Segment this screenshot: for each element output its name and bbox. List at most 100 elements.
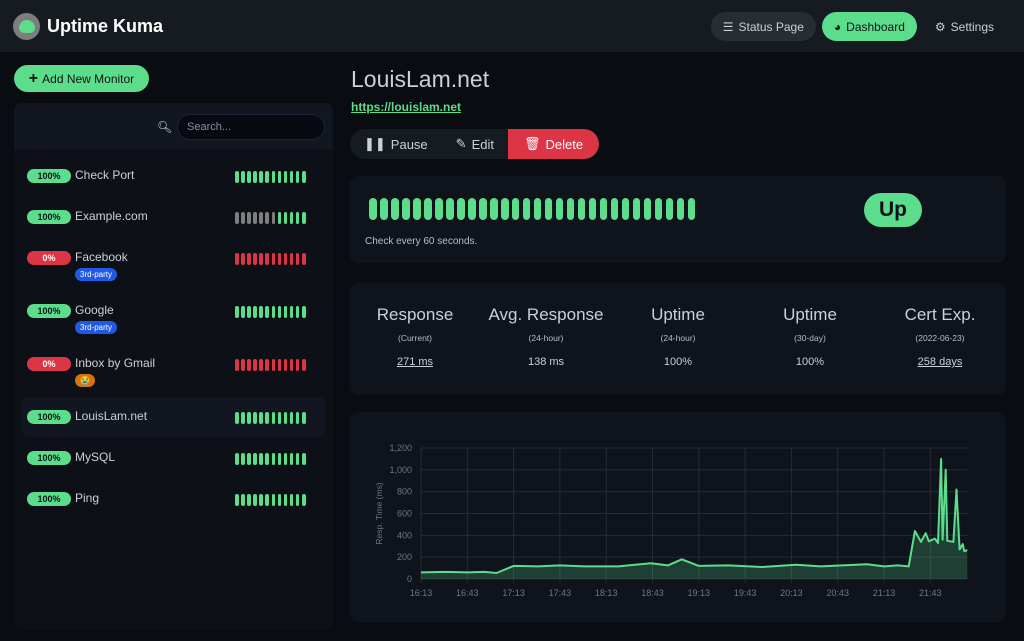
stat-value: 100%	[663, 356, 693, 368]
heartbeat-down	[283, 253, 288, 265]
stat-title: Uptime	[651, 305, 705, 324]
heartbeat-up	[241, 453, 245, 465]
stat-subtitle: (2022-06-23)	[915, 333, 965, 343]
heartbeat-up	[235, 453, 239, 465]
heartbeat-up	[241, 412, 245, 424]
stat-item: Uptime (30-day) 100%	[745, 305, 875, 368]
stat-subtitle: (24-hour)	[528, 333, 564, 343]
heartbeat-up	[632, 198, 641, 220]
stat-item: Cert Exp. (2022-06-23) 258 days	[875, 305, 1005, 368]
heartbeat-up	[566, 198, 575, 220]
mini-heartbeat-bar	[235, 253, 306, 265]
monitor-tag: 😭	[75, 374, 95, 387]
heartbeat-empty	[265, 212, 269, 224]
x-tick-label: 21:43	[919, 588, 942, 598]
nav-links: ☰ Status Page ◕ Dashboard ⚙ Settings	[710, 12, 1006, 41]
stat-subtitle: (24-hour)	[660, 333, 696, 343]
edit-icon: ✎	[455, 136, 467, 151]
uptime-badge: 100%	[27, 410, 71, 424]
heartbeat-up	[277, 494, 282, 506]
y-tick-label: 0	[407, 574, 412, 584]
heartbeat-up	[247, 171, 251, 183]
search-input[interactable]	[177, 114, 325, 140]
status-page-button[interactable]: ☰ Status Page	[710, 12, 816, 41]
heartbeat-up	[295, 453, 300, 465]
plus-icon: +	[28, 69, 39, 87]
heartbeat-down	[253, 253, 257, 265]
uptime-badge: 100%	[27, 451, 71, 465]
monitor-list-item[interactable]: 100% Ping	[22, 479, 325, 520]
heartbeat-up	[265, 171, 269, 183]
heartbeat-up	[271, 306, 276, 318]
check-interval-text: Check every 60 seconds.	[365, 236, 478, 247]
heartbeat-up	[555, 198, 564, 220]
delete-button[interactable]: 🗑︎ Delete	[507, 129, 600, 159]
x-tick-label: 17:13	[502, 588, 525, 598]
heartbeat-up	[259, 306, 263, 318]
heartbeat-up	[390, 198, 399, 220]
x-tick-label: 20:43	[826, 588, 849, 598]
heartbeat-up	[533, 198, 542, 220]
heartbeat-up	[253, 494, 257, 506]
heartbeat-empty	[259, 212, 263, 224]
heartbeat-up	[247, 306, 251, 318]
heartbeat-empty	[271, 212, 276, 224]
heartbeat-up	[500, 198, 509, 220]
dashboard-button[interactable]: ◕ Dashboard	[821, 12, 917, 41]
heartbeat-up	[302, 412, 306, 424]
heartbeat-up	[241, 306, 245, 318]
heartbeat-down	[289, 253, 294, 265]
heartbeat-down	[265, 253, 269, 265]
heartbeat-down	[283, 359, 288, 371]
monitor-list-item[interactable]: 100% Check Port	[22, 156, 325, 197]
x-tick-label: 17:43	[549, 588, 572, 598]
search-icon: 🔍︎	[157, 120, 173, 134]
heartbeat-down	[271, 359, 276, 371]
heartbeat-up	[643, 198, 652, 220]
x-tick-label: 16:13	[410, 588, 433, 598]
heartbeat-up	[289, 212, 294, 224]
chart-card: 0 200 400 600 800 1,000 1,200 16:13 16:43 17:13 17…	[350, 412, 1006, 622]
heartbeat-up	[489, 198, 498, 220]
heartbeat-down	[235, 253, 239, 265]
heartbeat-up	[265, 453, 269, 465]
heartbeat-down	[302, 253, 306, 265]
x-tick-label: 16:43	[456, 588, 479, 598]
heartbeat-up	[235, 494, 239, 506]
monitor-list-item[interactable]: 100% LouisLam.net	[22, 397, 325, 437]
stat-value[interactable]: 271 ms	[396, 356, 434, 368]
response-line	[420, 457, 968, 574]
heartbeat-up	[253, 453, 257, 465]
heartbeat-down	[302, 359, 306, 371]
add-new-monitor-button[interactable]: + Add New Monitor	[14, 65, 149, 92]
monitor-list-item[interactable]: 100% Google 3rd-party	[22, 291, 325, 344]
uptime-kuma-logo[interactable]	[13, 13, 40, 40]
heartbeat-empty	[253, 212, 257, 224]
heartbeat-down	[235, 359, 239, 371]
monitor-name: MySQL	[75, 450, 116, 464]
heartbeat-down	[277, 359, 282, 371]
monitor-list-item[interactable]: 100% MySQL	[22, 438, 325, 479]
monitor-title: LouisLam.net	[351, 66, 490, 92]
stat-subtitle: (30-day)	[794, 333, 826, 343]
heartbeat-down	[295, 253, 300, 265]
monitor-list-item[interactable]: 0% Facebook 3rd-party	[22, 238, 325, 291]
mini-heartbeat-bar	[235, 494, 306, 506]
app-title[interactable]: Uptime Kuma	[47, 16, 164, 36]
heartbeat-down	[241, 359, 245, 371]
response-area	[421, 458, 968, 579]
stat-item: Avg. Response (24-hour) 138 ms	[481, 305, 611, 368]
heartbeat-up	[271, 494, 276, 506]
monitor-list-item[interactable]: 100% Example.com	[22, 197, 325, 238]
monitor-list-item[interactable]: 0% Inbox by Gmail 😭	[22, 344, 325, 397]
edit-button[interactable]: ✎ Edit	[455, 136, 494, 152]
stat-value[interactable]: 258 days	[917, 356, 963, 368]
pause-button[interactable]: ❚❚ Pause	[364, 136, 428, 152]
trash-icon: 🗑︎	[523, 136, 541, 151]
heartbeat-up	[289, 494, 294, 506]
settings-button[interactable]: ⚙ Settings	[934, 19, 994, 34]
monitor-url-link[interactable]: https://louislam.net	[351, 100, 462, 114]
monitor-actions: ❚❚ Pause ✎ Edit 🗑︎ Delete	[350, 129, 600, 159]
uptime-badge: 100%	[27, 210, 71, 224]
pause-icon: ❚❚	[364, 136, 386, 151]
